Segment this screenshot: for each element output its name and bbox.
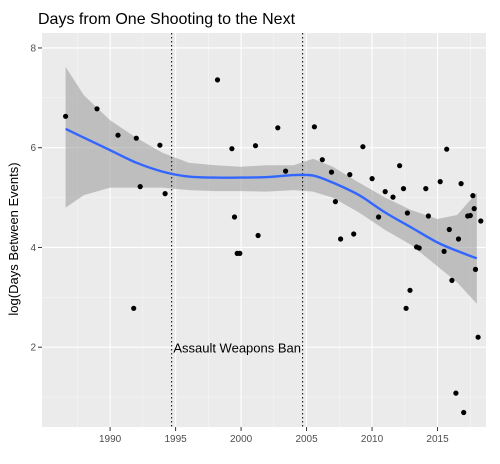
data-point	[475, 334, 481, 340]
data-point	[347, 172, 353, 178]
data-point	[133, 135, 139, 141]
gridlines	[42, 33, 486, 427]
data-point	[444, 146, 450, 152]
confidence-band-area	[65, 66, 477, 304]
data-point	[237, 250, 243, 256]
x-tick-label: 1990	[99, 434, 122, 445]
data-point	[115, 132, 121, 138]
data-point	[214, 77, 221, 83]
data-point	[231, 214, 238, 220]
x-tick-label: 2010	[361, 434, 384, 445]
data-point	[328, 169, 335, 175]
data-point	[283, 168, 289, 174]
data-point	[470, 193, 476, 199]
data-point	[360, 144, 366, 150]
data-point	[437, 179, 443, 185]
y-axis: 2 4 6 8	[30, 43, 42, 354]
data-point	[332, 199, 338, 205]
chart-title: Days from One Shooting to the Next	[38, 11, 296, 28]
data-point	[423, 186, 429, 192]
data-point	[403, 305, 409, 311]
data-point	[252, 143, 259, 149]
x-axis: 1990 1995 2000 2005 2010 2015	[99, 427, 449, 445]
data-point	[275, 125, 281, 131]
data-point	[407, 287, 413, 293]
data-point	[453, 390, 459, 396]
data-point	[376, 214, 382, 220]
data-point	[63, 113, 69, 119]
data-point	[137, 184, 143, 190]
trend-series	[65, 127, 478, 260]
data-point	[478, 218, 484, 224]
data-point	[131, 305, 137, 311]
data-point	[338, 236, 344, 242]
data-point	[446, 226, 452, 233]
y-tick-label: 4	[30, 243, 36, 254]
data-point	[369, 176, 375, 182]
data-point	[416, 245, 422, 251]
data-point	[400, 186, 407, 192]
reference-lines	[171, 33, 304, 427]
y-axis-label: log(Days Between Events)	[6, 162, 21, 315]
data-point	[455, 236, 462, 242]
x-tick-label: 2000	[230, 434, 253, 445]
data-point	[404, 210, 410, 216]
annotation-label: Assault Weapons Ban	[173, 341, 301, 356]
data-point	[351, 231, 357, 237]
data-point	[157, 142, 163, 148]
x-tick-label: 2015	[426, 434, 449, 445]
data-point	[397, 163, 403, 169]
data-point	[471, 206, 477, 212]
data-point	[449, 277, 455, 283]
confidence-band	[65, 66, 477, 304]
data-points	[63, 77, 484, 416]
y-tick-label: 2	[30, 343, 36, 354]
data-point	[458, 181, 464, 187]
data-point	[425, 213, 431, 219]
annotations: Assault Weapons Ban	[173, 341, 301, 356]
data-point	[229, 146, 235, 152]
data-point	[255, 232, 261, 239]
data-point	[461, 409, 467, 416]
data-point	[311, 124, 317, 130]
y-tick-label: 8	[30, 43, 36, 54]
data-point	[390, 194, 396, 200]
y-tick-label: 6	[30, 143, 36, 154]
trend-line	[65, 127, 478, 260]
data-point	[467, 212, 473, 219]
data-point	[441, 248, 447, 254]
x-tick-label: 2005	[295, 434, 318, 445]
data-point	[382, 189, 388, 195]
x-tick-label: 1995	[164, 434, 187, 445]
data-point	[162, 191, 168, 197]
data-point	[319, 157, 325, 163]
data-point	[472, 266, 479, 272]
data-point	[94, 106, 100, 112]
